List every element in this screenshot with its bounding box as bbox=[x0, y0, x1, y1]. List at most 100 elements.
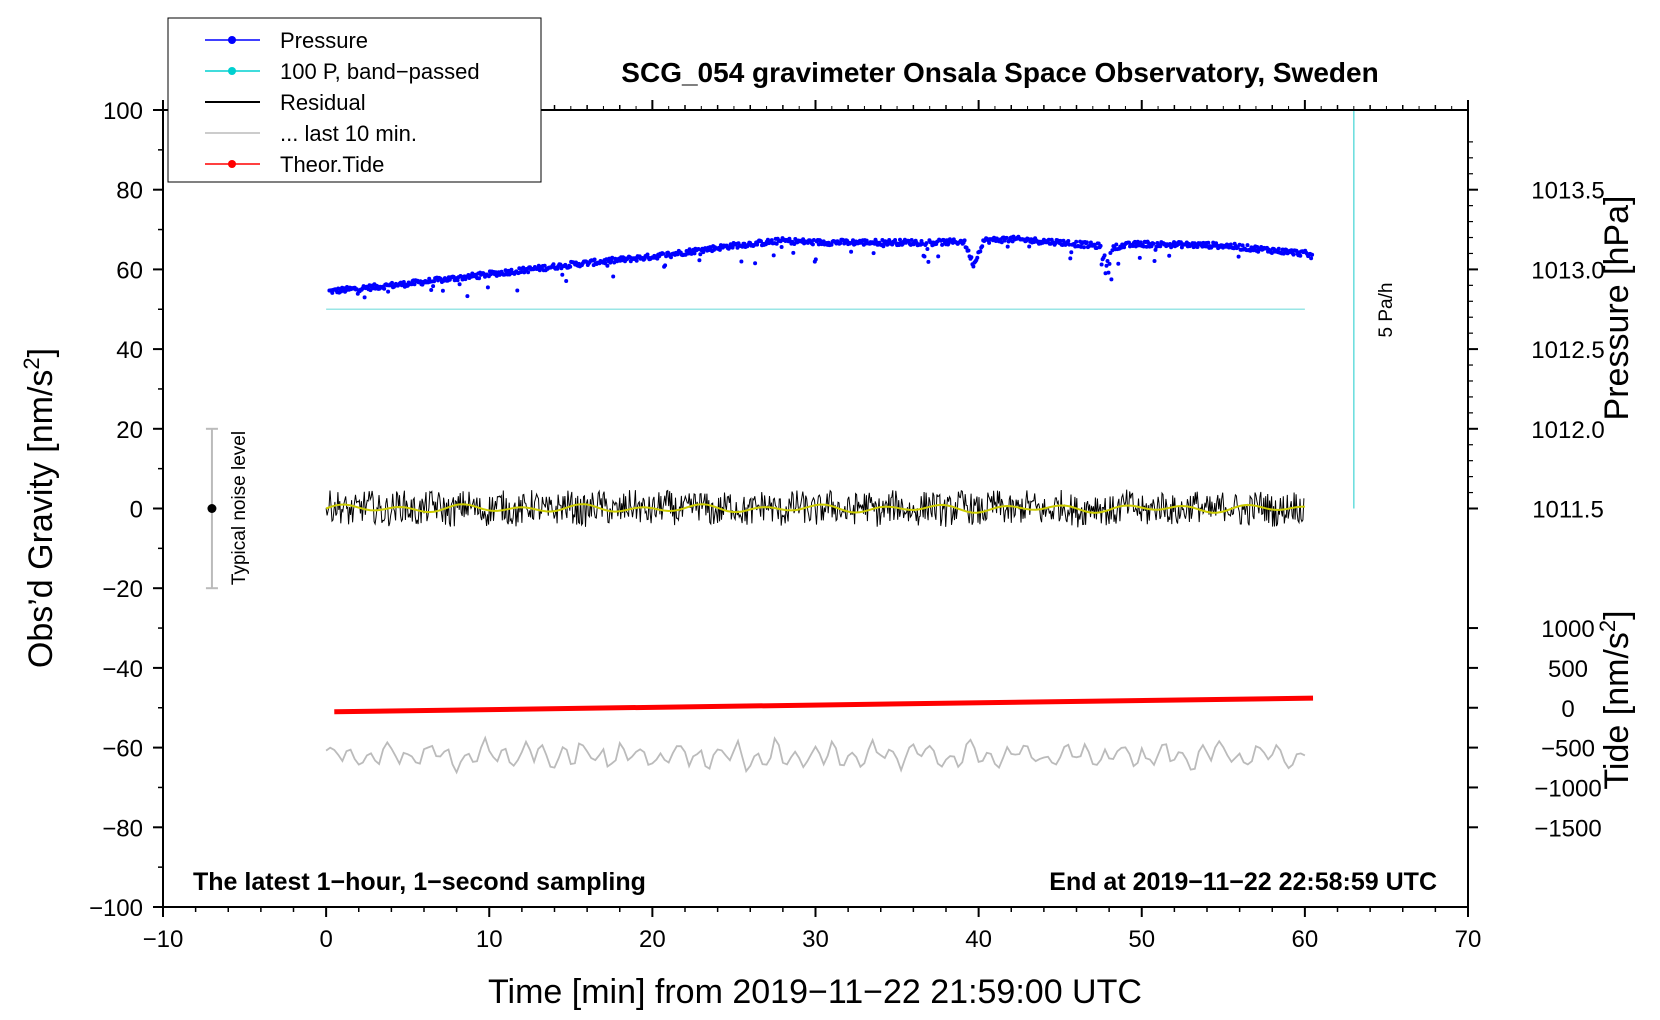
pressure-point bbox=[1067, 242, 1072, 247]
y-tick-label: −100 bbox=[89, 895, 143, 922]
pressure-point bbox=[1236, 254, 1241, 259]
y-tick-label: −20 bbox=[102, 576, 143, 603]
pressure-point bbox=[753, 261, 758, 266]
pressure-tick-label: 1013.5 bbox=[1531, 178, 1604, 205]
tide-line bbox=[334, 695, 1314, 715]
x-tick-label: 30 bbox=[802, 926, 829, 953]
pressure-point bbox=[609, 258, 614, 263]
pressure-point bbox=[1114, 242, 1119, 247]
pressure-point bbox=[465, 294, 470, 299]
pressure-point bbox=[1294, 248, 1299, 253]
pressure-point bbox=[1276, 246, 1281, 251]
pressure-point bbox=[440, 288, 445, 293]
legend-label: Pressure bbox=[280, 28, 368, 53]
pressure-point bbox=[455, 278, 460, 283]
x-tick-label: 40 bbox=[965, 926, 992, 953]
pressure-point bbox=[386, 289, 391, 294]
pressure-point bbox=[810, 242, 815, 247]
pressure-tick-label: 1012.5 bbox=[1531, 337, 1604, 364]
pressure-point bbox=[1240, 243, 1245, 248]
pressure-point bbox=[362, 295, 367, 300]
pressure-point bbox=[1088, 240, 1093, 245]
pressure-point bbox=[774, 241, 779, 246]
x-tick-label: 50 bbox=[1128, 926, 1155, 953]
pressure-point bbox=[962, 238, 967, 243]
pressure-point bbox=[909, 238, 914, 242]
pressure-point bbox=[813, 257, 818, 262]
pressure-point bbox=[1206, 240, 1211, 245]
pressure-point bbox=[515, 288, 520, 293]
pressure-point bbox=[519, 270, 524, 274]
pressure-point bbox=[1046, 237, 1051, 242]
legend-marker bbox=[228, 160, 236, 168]
pressure-point bbox=[1151, 241, 1156, 246]
pressure-point bbox=[1291, 252, 1296, 257]
pressure-point bbox=[1098, 243, 1103, 248]
pressure-point bbox=[526, 270, 531, 275]
pressure-point bbox=[698, 252, 703, 257]
pressure-point bbox=[987, 240, 992, 245]
pressure-point bbox=[661, 251, 666, 256]
noise-level-label: Typical noise level bbox=[229, 431, 250, 585]
pressure-point bbox=[922, 254, 927, 259]
pressure-point bbox=[412, 282, 417, 287]
pressure-point bbox=[663, 263, 668, 268]
rate-marker-label: 5 Pa/h bbox=[1376, 283, 1397, 338]
x-tick-label: −10 bbox=[143, 926, 184, 953]
last-10-min-line bbox=[325, 735, 1306, 775]
pressure-point bbox=[1106, 270, 1111, 275]
pressure-point bbox=[1074, 239, 1079, 244]
pressure-point bbox=[980, 244, 985, 249]
y-tick-label: −80 bbox=[102, 815, 143, 842]
y-axis-title-left: Obs’d Gravity [nm/s2] bbox=[19, 348, 60, 668]
pressure-point bbox=[771, 253, 776, 258]
y-tick-label: 40 bbox=[116, 337, 143, 364]
pressure-point bbox=[717, 247, 722, 252]
pressure-point bbox=[1153, 247, 1158, 252]
pressure-point bbox=[592, 257, 597, 262]
pressure-point bbox=[1135, 239, 1140, 244]
x-axis-title: Time [min] from 2019−11−22 21:59:00 UTC bbox=[488, 973, 1142, 1011]
pressure-point bbox=[1237, 242, 1242, 247]
pressure-point bbox=[605, 263, 610, 268]
pressure-tick-label: 1013.0 bbox=[1531, 257, 1604, 284]
pressure-point bbox=[509, 267, 514, 272]
legend-label: Residual bbox=[280, 90, 366, 115]
pressure-point bbox=[551, 262, 556, 267]
pressure-point bbox=[669, 255, 673, 260]
legend-box bbox=[167, 17, 542, 183]
tide-tick-label: −1000 bbox=[1534, 775, 1601, 802]
pressure-point bbox=[975, 255, 980, 260]
pressure-point bbox=[1141, 244, 1146, 249]
pressure-point bbox=[1107, 261, 1112, 266]
pressure-point bbox=[1068, 256, 1073, 261]
y-tick-label: −60 bbox=[102, 736, 143, 763]
pressure-point bbox=[1099, 262, 1104, 267]
pressure-point bbox=[1269, 251, 1274, 255]
legend-marker bbox=[228, 67, 236, 75]
pressure-point bbox=[1027, 244, 1032, 249]
pressure-point bbox=[1298, 253, 1303, 258]
pressure-point bbox=[779, 245, 784, 249]
y-tick-label: 100 bbox=[103, 98, 143, 125]
pressure-point bbox=[1004, 235, 1009, 240]
legend-label: 100 P, band−passed bbox=[280, 59, 480, 84]
pressure-point bbox=[1310, 252, 1315, 257]
pressure-point bbox=[1282, 250, 1287, 255]
legend-marker bbox=[228, 36, 236, 44]
pressure-point bbox=[1084, 240, 1089, 245]
pressure-point bbox=[926, 259, 931, 264]
x-tick-label: 20 bbox=[639, 926, 666, 953]
pressure-point bbox=[816, 242, 821, 247]
pressure-point bbox=[1136, 243, 1141, 248]
pressure-point bbox=[1102, 253, 1107, 258]
annotation-bottom-left: The latest 1−hour, 1−second sampling bbox=[193, 868, 646, 896]
tide-tick-label: −1500 bbox=[1534, 815, 1601, 842]
pressure-point bbox=[697, 258, 702, 263]
tide-tick-label: 0 bbox=[1561, 696, 1574, 723]
pressure-point bbox=[542, 263, 547, 268]
y-tick-label: −40 bbox=[102, 656, 143, 683]
legend: Pressure 100 P, band−passed Residual ... la… bbox=[167, 17, 542, 183]
pressure-point bbox=[1144, 244, 1149, 249]
